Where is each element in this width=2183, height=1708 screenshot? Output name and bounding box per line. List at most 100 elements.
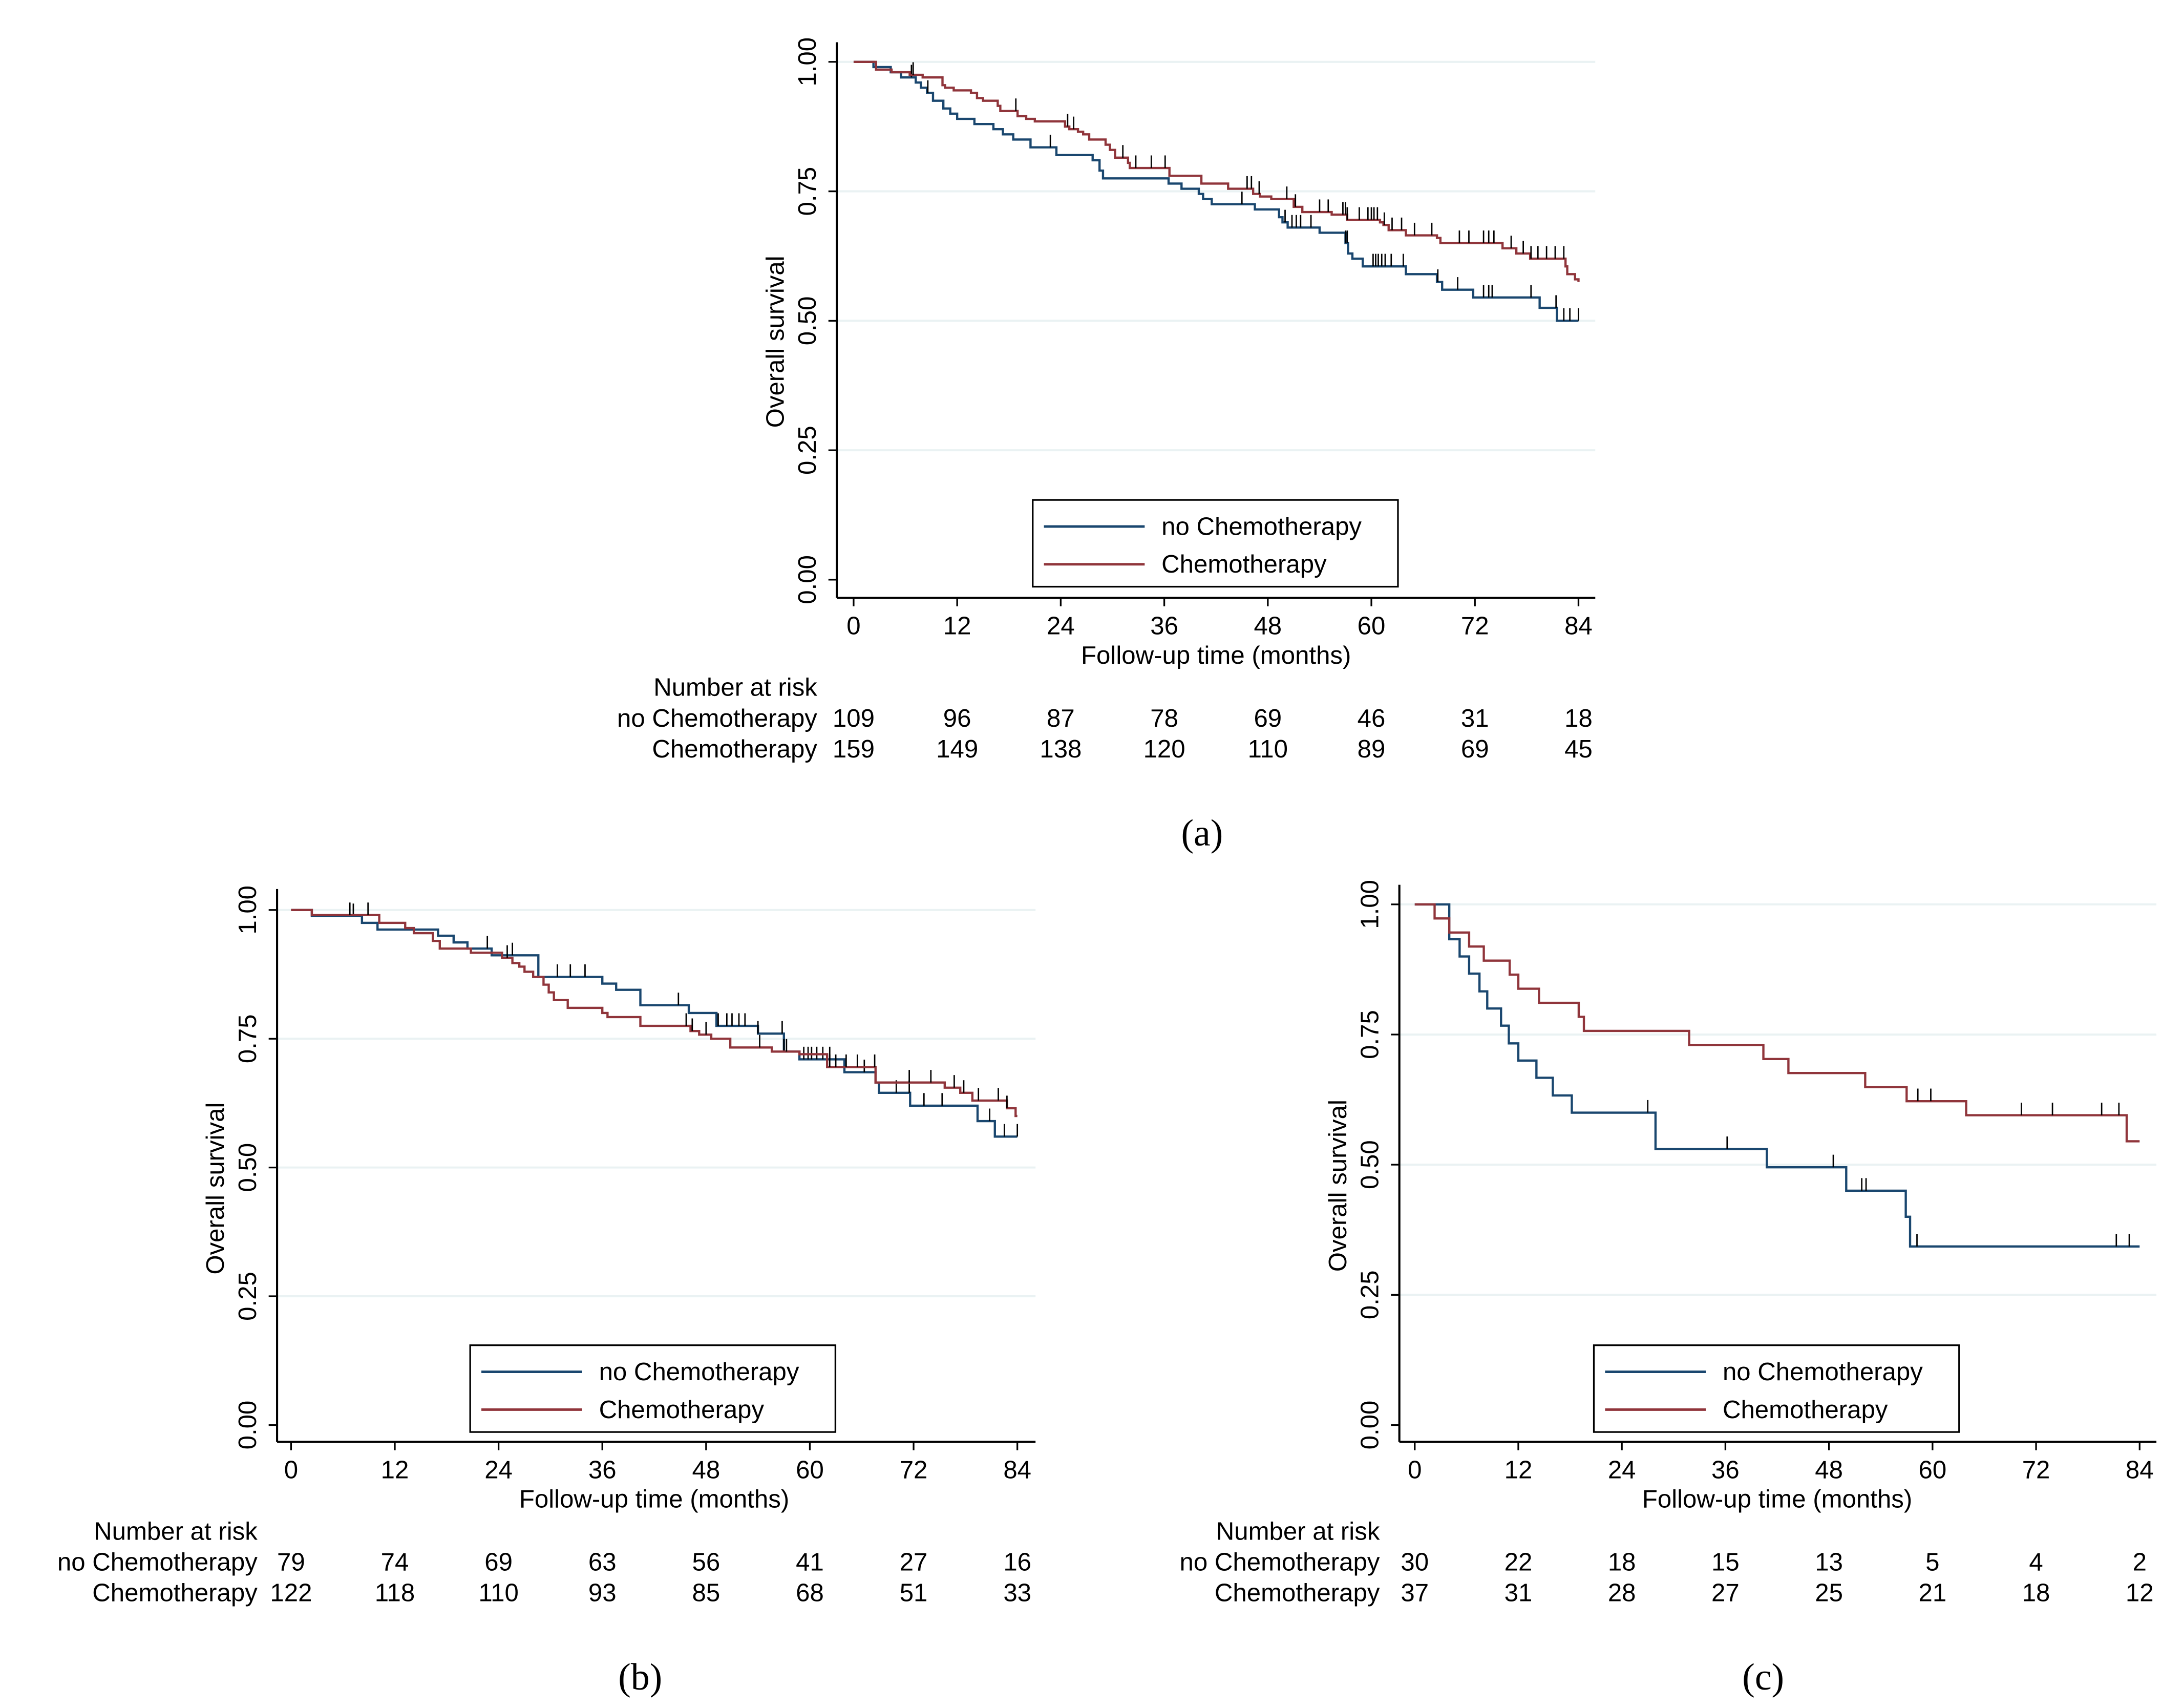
risk-count: 74 (381, 1548, 409, 1576)
y-axis-label: Overall survival (1324, 1100, 1352, 1272)
risk-count: 16 (1003, 1548, 1031, 1576)
y-axis-label: Overall survival (201, 1103, 229, 1275)
x-tick-label: 72 (900, 1456, 928, 1484)
risk-count: 85 (692, 1579, 720, 1607)
x-tick-label: 0 (284, 1456, 298, 1484)
panel-label: (b) (618, 1656, 662, 1698)
y-tick-label: 0.00 (793, 555, 821, 604)
risk-count: 69 (1254, 704, 1282, 732)
risk-count: 110 (1248, 735, 1288, 763)
risk-count: 12 (2126, 1579, 2154, 1607)
risk-count: 46 (1358, 704, 1386, 732)
risk-count: 31 (1461, 704, 1489, 732)
y-tick-label: 0.75 (234, 1014, 262, 1063)
x-tick-label: 84 (1564, 611, 1593, 640)
x-tick-label: 24 (484, 1456, 513, 1484)
x-tick-label: 84 (2126, 1456, 2154, 1484)
risk-row-label: no Chemotherapy (1180, 1548, 1380, 1576)
y-tick-label: 1.00 (234, 885, 262, 935)
risk-count: 118 (375, 1579, 415, 1607)
risk-count: 2 (2133, 1548, 2147, 1576)
x-tick-label: 12 (381, 1456, 409, 1484)
risk-table-title: Number at risk (1216, 1517, 1380, 1546)
risk-count: 79 (277, 1548, 305, 1576)
x-tick-label: 72 (2022, 1456, 2050, 1484)
risk-count: 31 (1504, 1579, 1533, 1607)
risk-count: 15 (1711, 1548, 1740, 1576)
legend-label: no Chemotherapy (1161, 512, 1362, 540)
legend-label: no Chemotherapy (599, 1358, 799, 1386)
x-tick-label: 24 (1047, 611, 1075, 640)
y-tick-label: 1.00 (1356, 880, 1384, 929)
survival-curve-chemotherapy (1414, 903, 2140, 1143)
x-tick-label: 24 (1608, 1456, 1636, 1484)
risk-count: 159 (833, 735, 875, 763)
y-tick-label: 1.00 (793, 37, 821, 87)
survival-curve-chemotherapy (853, 60, 1580, 282)
risk-row-label: no Chemotherapy (57, 1548, 258, 1576)
x-tick-label: 48 (1254, 611, 1282, 640)
risk-count: 18 (1564, 704, 1593, 732)
risk-count: 122 (270, 1579, 312, 1607)
risk-count: 56 (692, 1548, 720, 1576)
x-tick-label: 36 (1150, 611, 1178, 640)
x-tick-label: 36 (1711, 1456, 1740, 1484)
legend-box (1593, 1344, 1960, 1433)
y-tick-label: 0.25 (1356, 1270, 1384, 1319)
risk-count: 30 (1401, 1548, 1429, 1576)
survival-curve-no-chemotherapy (291, 909, 1018, 1138)
risk-count: 51 (900, 1579, 928, 1607)
x-tick-label: 60 (1358, 611, 1386, 640)
panel-label: (c) (1742, 1656, 1784, 1698)
x-tick-label: 72 (1461, 611, 1489, 640)
x-tick-label: 84 (1003, 1456, 1031, 1484)
risk-row-label: no Chemotherapy (617, 704, 817, 732)
risk-count: 18 (1608, 1548, 1636, 1576)
survival-curve-chemotherapy (291, 909, 1018, 1117)
legend-label: Chemotherapy (1161, 550, 1327, 578)
x-axis-label: Follow-up time (months) (1642, 1485, 1912, 1513)
y-tick-label: 0.25 (234, 1272, 262, 1321)
risk-count: 25 (1815, 1579, 1843, 1607)
risk-row-label: Chemotherapy (92, 1579, 258, 1607)
risk-count: 28 (1608, 1579, 1636, 1607)
panel-c: 0.000.250.500.751.000 12 24 36 48 60 72 84Overa… (1180, 880, 2157, 1698)
risk-count: 93 (588, 1579, 617, 1607)
x-axis-label: Follow-up time (months) (1081, 641, 1351, 669)
risk-count: 110 (478, 1579, 518, 1607)
x-tick-label: 48 (692, 1456, 720, 1484)
survival-curve-no-chemotherapy (853, 60, 1579, 322)
risk-count: 33 (1003, 1579, 1031, 1607)
risk-count: 63 (588, 1548, 617, 1576)
risk-count: 41 (796, 1548, 824, 1576)
y-tick-label: 0.25 (793, 426, 821, 475)
panel-a: 0.00 0.25 0.50 0.75 1.00 0 12 24 36 48 60 72 84 Overa… (617, 37, 1596, 854)
risk-table-title: Number at risk (653, 673, 817, 702)
risk-count: 4 (2029, 1548, 2043, 1576)
risk-count: 37 (1401, 1579, 1429, 1607)
y-tick-label: 0.50 (1356, 1140, 1384, 1189)
risk-table-title: Number at risk (94, 1517, 258, 1546)
legend-label: no Chemotherapy (1723, 1358, 1923, 1386)
y-tick-label: 0.50 (234, 1143, 262, 1192)
risk-count: 68 (796, 1579, 824, 1607)
legend-label: Chemotherapy (1723, 1396, 1888, 1424)
x-tick-label: 48 (1815, 1456, 1843, 1484)
x-tick-label: 12 (1504, 1456, 1533, 1484)
risk-count: 69 (484, 1548, 513, 1576)
y-tick-label: 0.75 (1356, 1010, 1384, 1059)
x-axis-label: Follow-up time (months) (519, 1485, 789, 1513)
y-tick-label: 0.00 (1356, 1401, 1384, 1450)
survival-curve-no-chemotherapy (1414, 903, 2140, 1248)
x-tick-label: 60 (796, 1456, 824, 1484)
risk-count: 27 (1711, 1579, 1740, 1607)
risk-count: 5 (1925, 1548, 1939, 1576)
risk-count: 78 (1150, 704, 1178, 732)
risk-count: 21 (1918, 1579, 1946, 1607)
legend-label: Chemotherapy (599, 1396, 765, 1424)
risk-row-label: Chemotherapy (652, 735, 817, 763)
legend-box (1032, 499, 1399, 588)
x-tick-label: 12 (943, 611, 971, 640)
risk-count: 87 (1047, 704, 1075, 732)
